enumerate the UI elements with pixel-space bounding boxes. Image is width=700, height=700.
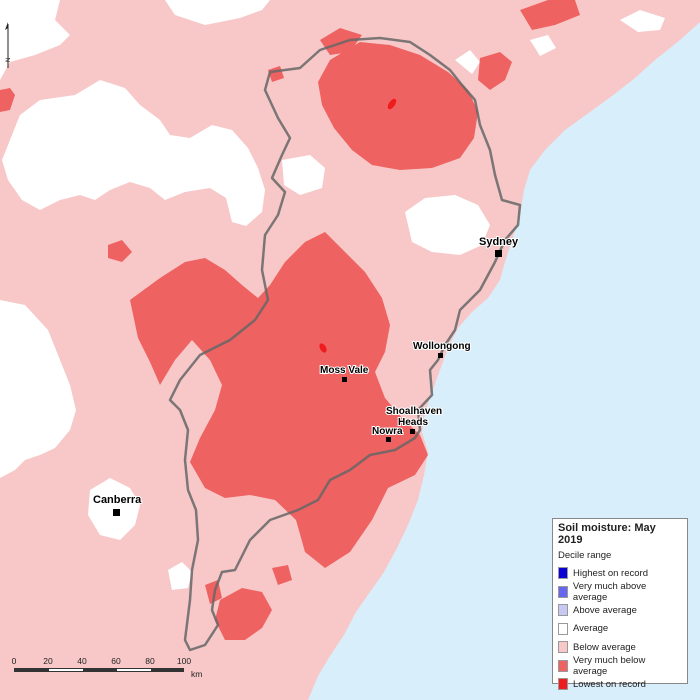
legend-swatch <box>558 567 568 580</box>
legend-title: Soil moisture: May 2019 <box>558 522 656 546</box>
scale-bar: 0 20 40 60 80 100 km <box>8 656 203 686</box>
legend-swatch <box>558 622 568 635</box>
shoalhaven-heads-marker <box>410 429 415 434</box>
average-areas <box>0 0 665 590</box>
legend-swatch <box>558 585 568 598</box>
scale-tick: 60 <box>111 656 121 666</box>
legend-item: Very much above average <box>558 580 682 603</box>
legend-item: Below average <box>558 638 682 657</box>
shoalhaven-label-line2: Heads <box>398 417 428 428</box>
legend-label: Lowest on record <box>573 678 646 690</box>
legend-swatch <box>558 659 568 672</box>
north-arrow-icon: N <box>5 22 12 68</box>
catchment-boundary <box>168 36 522 652</box>
legend-subtitle: Decile range <box>558 550 612 561</box>
legend-label: Very much below average <box>572 654 646 677</box>
canberra-label: Canberra <box>93 494 142 506</box>
sydney-label: Sydney <box>479 236 519 248</box>
legend-item: Highest on record <box>558 564 682 583</box>
very-much-below-average-areas <box>0 0 580 640</box>
scale-tick: 80 <box>145 656 155 666</box>
lowest-on-record-areas <box>319 98 397 353</box>
nowra-label: Nowra <box>372 426 403 437</box>
north-letter: N <box>6 58 12 62</box>
legend-item: Very much below average <box>558 654 682 677</box>
legend-swatch <box>558 641 568 654</box>
legend-item: Lowest on record <box>558 675 682 694</box>
legend-swatch <box>558 604 568 617</box>
city-markers <box>113 250 502 516</box>
legend-label: Highest on record <box>573 567 648 579</box>
legend-label: Below average <box>573 641 636 653</box>
moss-vale-label: Moss Vale <box>320 365 369 376</box>
sydney-marker <box>495 250 502 257</box>
scale-tick: 0 <box>11 656 17 666</box>
wollongong-label: Wollongong <box>413 341 471 352</box>
scale-bar-graphic <box>14 668 184 672</box>
shoalhaven-label-line1: Shoalhaven <box>386 406 442 417</box>
map-legend: Soil moisture: May 2019 Decile range Hig… <box>552 518 688 691</box>
legend-label: Above average <box>573 604 637 616</box>
canberra-marker <box>113 509 120 516</box>
wollongong-marker <box>438 353 443 358</box>
legend-item: Average <box>558 620 682 639</box>
scale-tick: 40 <box>77 656 87 666</box>
legend-label: Very much above average <box>572 580 647 603</box>
scale-unit: km <box>191 669 203 679</box>
scale-tick: 100 <box>176 656 192 666</box>
legend-item: Above average <box>558 601 682 620</box>
legend-label: Average <box>573 623 609 635</box>
legend-swatch <box>558 678 568 691</box>
moss-vale-marker <box>342 377 347 382</box>
scale-tick: 20 <box>43 656 53 666</box>
nowra-marker <box>386 437 391 442</box>
